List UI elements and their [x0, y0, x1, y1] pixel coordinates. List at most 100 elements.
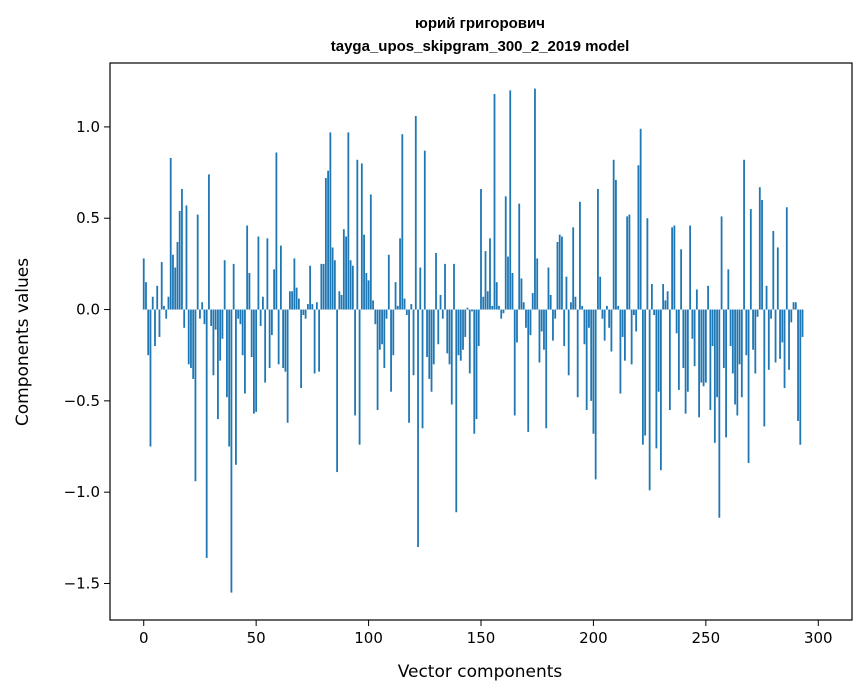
bar-75 [311, 304, 314, 310]
bar-241 [684, 309, 687, 414]
bar-223 [644, 309, 647, 436]
bar-148 [475, 309, 478, 420]
bar-211 [617, 305, 620, 310]
bar-4 [151, 296, 154, 310]
bar-110 [390, 309, 392, 392]
bar-100 [367, 280, 370, 310]
bar-235 [671, 227, 674, 310]
bar-88 [340, 294, 343, 310]
bar-276 [763, 309, 766, 427]
bar-19 [185, 205, 188, 310]
bar-0 [142, 258, 145, 310]
x-axis-ticks: 0 50 100 150 200 250 300 [139, 620, 833, 647]
bar-175 [536, 258, 539, 310]
bar-54 [264, 309, 267, 383]
bar-182 [552, 309, 554, 341]
bar-98 [363, 234, 365, 310]
bar-3 [149, 309, 152, 447]
bar-278 [767, 309, 770, 370]
bar-201 [594, 309, 597, 480]
bar-195 [581, 305, 584, 310]
bar-208 [610, 309, 613, 352]
y-tick-label: −1.5 [64, 574, 100, 592]
bar-137 [450, 309, 453, 405]
bar-168 [520, 278, 523, 310]
bar-46 [246, 225, 249, 310]
bar-171 [527, 309, 530, 432]
bar-225 [648, 309, 651, 491]
bar-105 [378, 309, 381, 350]
bar-258 [722, 309, 725, 368]
bar-66 [291, 291, 294, 310]
bar-78 [318, 309, 321, 372]
bar-261 [729, 309, 732, 347]
bar-64 [286, 309, 289, 423]
bar-233 [666, 291, 669, 310]
bar-289 [792, 302, 795, 310]
bar-38 [228, 309, 231, 447]
bar-130 [435, 252, 437, 310]
bar-174 [534, 88, 536, 310]
bar-92 [349, 260, 352, 310]
bar-87 [338, 291, 341, 310]
bar-21 [190, 309, 192, 368]
bar-260 [727, 269, 730, 310]
bar-263 [734, 309, 736, 405]
bar-162 [507, 256, 509, 310]
bar-245 [693, 309, 696, 367]
bar-76 [313, 309, 316, 374]
bar-150 [480, 189, 482, 310]
y-axis-label: Components values [13, 258, 33, 426]
bar-113 [396, 305, 399, 310]
bar-126 [426, 309, 428, 358]
bar-279 [770, 309, 772, 319]
bar-270 [749, 209, 752, 310]
bar-169 [522, 302, 525, 310]
bar-283 [779, 309, 781, 359]
bar-99 [365, 273, 368, 310]
bar-72 [304, 309, 307, 319]
bar-22 [192, 309, 195, 379]
bar-33 [217, 309, 219, 420]
bar-8 [160, 262, 163, 310]
x-tick-label: 200 [579, 629, 608, 647]
bar-134 [444, 263, 446, 310]
bar-205 [603, 309, 606, 341]
bar-36 [223, 260, 226, 310]
bar-41 [235, 309, 237, 465]
bar-136 [448, 309, 451, 365]
bar-173 [531, 293, 534, 310]
bar-86 [336, 309, 338, 473]
bar-133 [441, 309, 444, 319]
bar-111 [392, 309, 395, 356]
bar-107 [383, 309, 386, 368]
bar-44 [241, 309, 244, 356]
bars-group [142, 88, 804, 593]
bar-272 [754, 309, 757, 374]
bar-186 [561, 236, 563, 310]
bar-254 [713, 309, 716, 443]
bar-31 [212, 309, 215, 376]
bar-156 [493, 94, 496, 310]
x-tick-label: 0 [139, 629, 149, 647]
bar-55 [266, 238, 269, 310]
bar-230 [659, 309, 662, 471]
bar-12 [169, 157, 172, 310]
bar-53 [262, 296, 264, 310]
bar-200 [592, 309, 595, 434]
bar-59 [275, 152, 278, 310]
x-tick-label: 50 [247, 629, 266, 647]
bar-234 [668, 309, 671, 410]
bar-142 [462, 309, 464, 350]
bar-192 [574, 296, 577, 310]
bar-117 [405, 309, 408, 316]
bar-206 [606, 305, 608, 310]
bar-282 [776, 247, 779, 310]
bar-219 [635, 309, 638, 332]
bar-121 [414, 115, 417, 310]
bar-237 [675, 309, 678, 334]
bar-143 [464, 309, 467, 337]
bar-29 [208, 174, 210, 310]
bar-7 [158, 309, 161, 337]
bar-149 [477, 309, 480, 347]
